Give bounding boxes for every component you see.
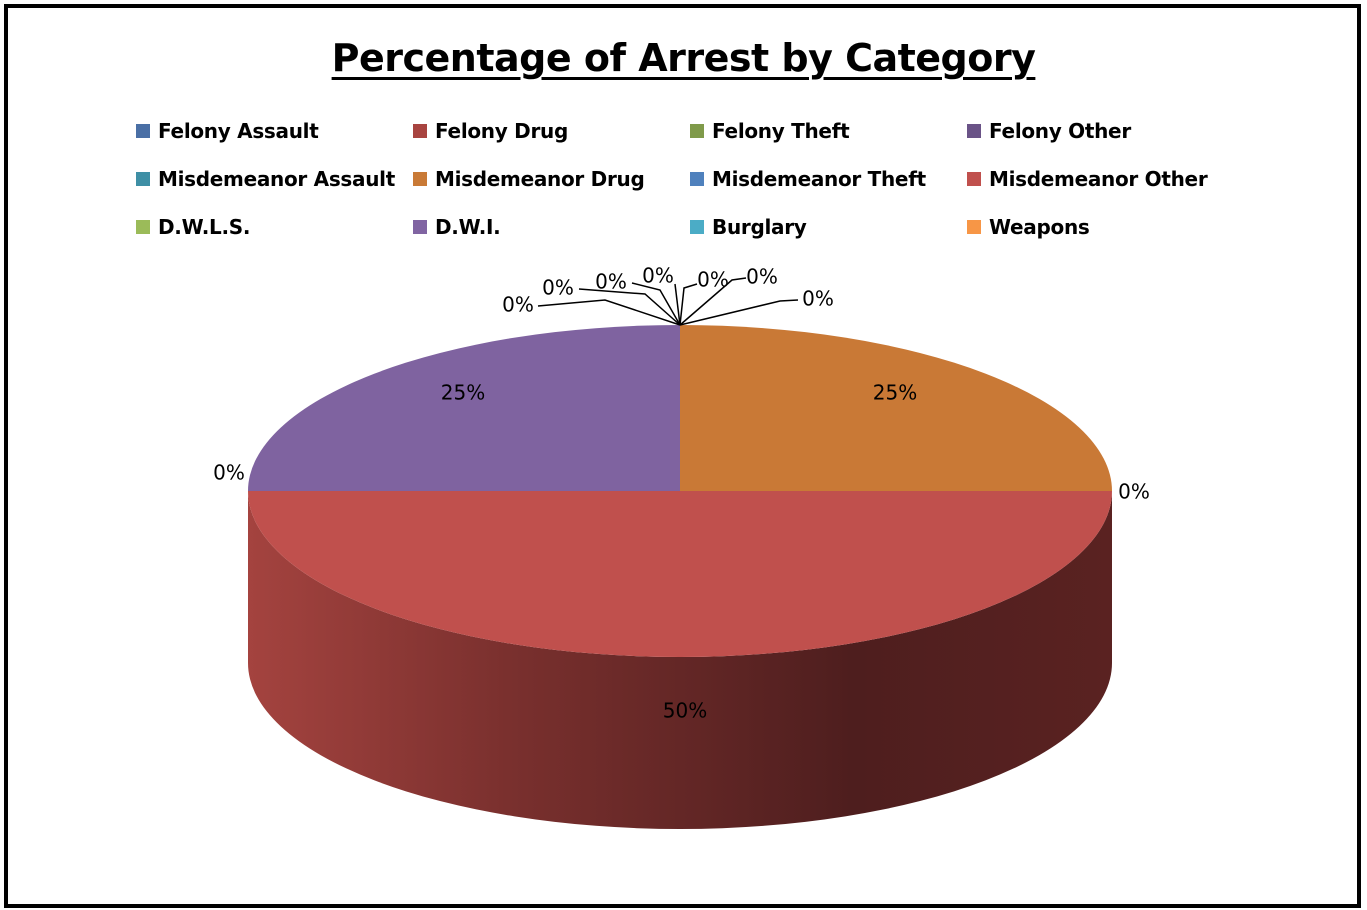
legend-label-burglary: Burglary [712,215,807,239]
legend-swatch-felony-drug [413,124,427,138]
legend-label-misdemeanor-theft: Misdemeanor Theft [712,167,926,191]
legend-item-felony-assault: Felony Assault [136,116,413,146]
legend-label-d-w-l-s: D.W.L.S. [158,215,251,239]
legend-item-misdemeanor-theft: Misdemeanor Theft [690,164,967,194]
legend-swatch-misdemeanor-assault [136,172,150,186]
legend-swatch-d-w-l-s [136,220,150,234]
legend-label-felony-theft: Felony Theft [712,119,850,143]
leader-line-misdemeanor-assault [679,283,698,326]
legend-item-d-w-i: D.W.I. [413,212,690,242]
legend-item-weapons: Weapons [967,212,1257,242]
data-label-misdemeanor-other: 50% [663,699,707,723]
legend-swatch-weapons [967,220,981,234]
legend-swatch-felony-assault [136,124,150,138]
pie-slice-misdemeanor-other [248,491,1112,657]
legend-item-burglary: Burglary [690,212,967,242]
legend-label-felony-assault: Felony Assault [158,119,319,143]
pie-slice-d-w-i [248,325,680,491]
data-label-felony-theft: 0% [595,270,627,294]
legend-label-weapons: Weapons [989,215,1090,239]
legend-item-felony-theft: Felony Theft [690,116,967,146]
legend-swatch-d-w-i [413,220,427,234]
data-label-weapons: 0% [213,461,245,485]
legend-swatch-felony-theft [690,124,704,138]
leader-line-felony-theft [631,282,681,326]
legend-item-d-w-l-s: D.W.L.S. [136,212,413,242]
leader-line-d-w-l-s [679,299,799,326]
legend-item-misdemeanor-drug: Misdemeanor Drug [413,164,690,194]
legend-item-misdemeanor-assault: Misdemeanor Assault [136,164,413,194]
chart-legend: Felony Assault Felony Drug Felony Theft Fel… [136,116,1256,260]
data-label-felony-other: 0% [642,264,674,288]
leader-line-felony-other [674,283,681,326]
legend-label-d-w-i: D.W.I. [435,215,501,239]
data-label-misdemeanor-drug: 25% [873,381,917,405]
legend-item-felony-other: Felony Other [967,116,1257,146]
legend-swatch-felony-other [967,124,981,138]
data-label-felony-drug: 0% [542,276,574,300]
data-label-d-w-i: 25% [441,381,485,405]
legend-label-felony-drug: Felony Drug [435,119,568,143]
legend-label-felony-other: Felony Other [989,119,1131,143]
legend-label-misdemeanor-drug: Misdemeanor Drug [435,167,645,191]
legend-item-misdemeanor-other: Misdemeanor Other [967,164,1257,194]
legend-label-misdemeanor-other: Misdemeanor Other [989,167,1208,191]
data-label-misdemeanor-theft: 0% [746,265,778,289]
legend-swatch-burglary [690,220,704,234]
pie-slice-misdemeanor-drug [680,325,1112,491]
data-label-burglary: 0% [1118,480,1150,504]
legend-swatch-misdemeanor-theft [690,172,704,186]
leader-line-misdemeanor-theft [679,277,747,326]
legend-item-felony-drug: Felony Drug [413,116,690,146]
legend-swatch-misdemeanor-other [967,172,981,186]
legend-swatch-misdemeanor-drug [413,172,427,186]
data-label-misdemeanor-assault: 0% [697,268,729,292]
leader-line-felony-drug [578,288,681,326]
chart-title: Percentage of Arrest by Category [331,36,1036,80]
data-label-felony-assault: 0% [502,293,534,317]
leader-line-felony-assault [537,299,681,326]
legend-label-misdemeanor-assault: Misdemeanor Assault [158,167,395,191]
pie-side-wall [248,491,1112,829]
data-label-d-w-l-s: 0% [802,287,834,311]
